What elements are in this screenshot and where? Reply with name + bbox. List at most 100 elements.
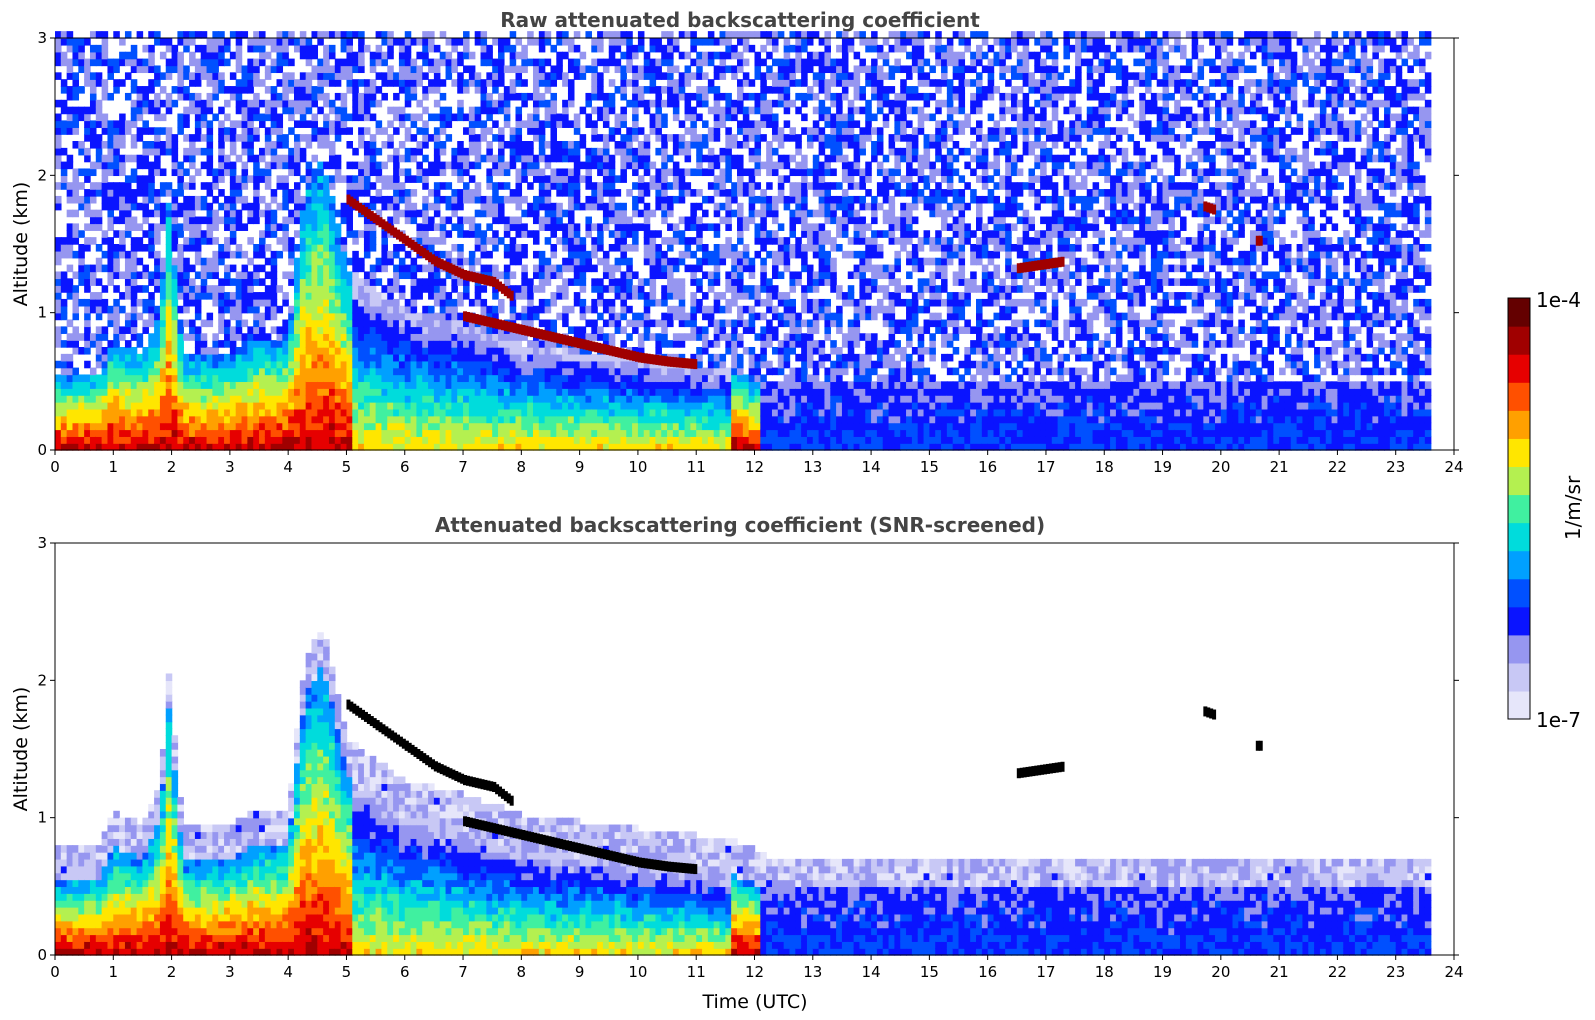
heatmap-cell	[200, 381, 208, 389]
heatmap-cell	[235, 175, 243, 183]
heatmap-cell	[661, 298, 668, 307]
heatmap-cell	[375, 264, 383, 273]
heatmap-cell	[358, 292, 365, 300]
heatmap-cell	[259, 388, 266, 396]
heatmap-cell	[299, 292, 307, 300]
heatmap-cell	[678, 147, 686, 156]
heatmap-cell	[655, 347, 662, 355]
heatmap-cell	[154, 353, 161, 362]
heatmap-cell	[299, 209, 307, 218]
heatmap-cell	[200, 395, 208, 403]
heatmap-cell	[165, 147, 173, 156]
heatmap-cell	[649, 408, 657, 417]
heatmap-cell	[410, 271, 418, 280]
heatmap-cell	[206, 285, 214, 293]
heatmap-cell	[124, 353, 132, 362]
heatmap-cell	[433, 443, 441, 451]
heatmap-cell	[229, 429, 237, 437]
heatmap-cell	[119, 51, 126, 60]
heatmap-cell	[253, 72, 260, 80]
heatmap-cell	[369, 278, 377, 286]
heatmap-cell	[224, 401, 231, 410]
heatmap-cell	[579, 237, 587, 245]
heatmap-cell	[655, 230, 662, 238]
heatmap-cell	[212, 195, 219, 204]
heatmap-cell	[445, 305, 453, 314]
heatmap-cell	[159, 436, 167, 444]
heatmap-cell	[445, 113, 453, 122]
heatmap-cell	[206, 44, 214, 53]
heatmap-cell	[585, 147, 592, 156]
heatmap-cell	[194, 106, 202, 115]
heatmap-cell	[229, 223, 237, 231]
heatmap-cell	[101, 230, 109, 238]
heatmap-cell	[340, 340, 348, 348]
heatmap-cell	[498, 415, 505, 424]
heatmap-cell	[89, 51, 97, 60]
heatmap-cell	[387, 154, 394, 163]
heatmap-cell	[66, 209, 74, 218]
heatmap-cell	[130, 113, 138, 122]
heatmap-cell	[212, 209, 219, 218]
heatmap-cell	[84, 319, 91, 328]
heatmap-cell	[398, 374, 406, 383]
heatmap-cell	[398, 415, 406, 424]
heatmap-cell	[270, 120, 278, 128]
heatmap-cell	[154, 271, 161, 280]
heatmap-cell	[661, 285, 668, 293]
heatmap-cell	[89, 271, 97, 280]
heatmap-cell	[614, 381, 622, 389]
heatmap-cell	[498, 182, 505, 190]
heatmap-cell	[474, 326, 482, 334]
heatmap-cell	[276, 374, 284, 383]
heatmap-cell	[194, 92, 202, 101]
heatmap-cell	[247, 257, 254, 266]
heatmap-cell	[591, 443, 598, 451]
heatmap-cell	[119, 58, 126, 67]
heatmap-cell	[486, 72, 493, 80]
heatmap-cell	[667, 44, 674, 53]
heatmap-cell	[579, 175, 587, 183]
heatmap-cell	[60, 161, 68, 170]
heatmap-cell	[60, 250, 68, 259]
heatmap-cell	[270, 113, 278, 122]
heatmap-cell	[282, 31, 289, 39]
heatmap-cell	[585, 113, 592, 122]
heatmap-cell	[218, 161, 225, 170]
heatmap-cell	[200, 237, 208, 245]
heatmap-cell	[264, 285, 272, 293]
heatmap-cell	[189, 244, 196, 252]
heatmap-cell	[573, 395, 581, 403]
heatmap-cell	[183, 298, 190, 307]
heatmap-cell	[509, 401, 517, 410]
heatmap-cell	[369, 436, 377, 444]
heatmap-cell	[293, 230, 301, 238]
heatmap-cell	[235, 154, 243, 163]
heatmap-cell	[323, 189, 330, 197]
heatmap-cell	[480, 353, 488, 362]
heatmap-cell	[381, 319, 388, 328]
heatmap-cell	[532, 92, 540, 101]
heatmap-cell	[451, 367, 458, 376]
heatmap-cell	[253, 79, 260, 87]
heatmap-cell	[235, 429, 243, 437]
heatmap-cell	[620, 154, 627, 163]
heatmap-cell	[579, 141, 587, 149]
heatmap-cell	[55, 395, 62, 403]
heatmap-cell	[229, 298, 237, 307]
heatmap-cell	[340, 395, 348, 403]
heatmap-cell	[515, 38, 523, 46]
heatmap-cell	[55, 202, 62, 211]
heatmap-cell	[585, 305, 592, 314]
heatmap-cell	[288, 113, 295, 122]
heatmap-cell	[340, 106, 348, 115]
heatmap-cell	[492, 86, 499, 94]
heatmap-cell	[433, 401, 441, 410]
heatmap-cell	[235, 182, 243, 190]
heatmap-cell	[556, 381, 563, 389]
heatmap-cell	[107, 161, 114, 170]
heatmap-cell	[241, 182, 249, 190]
heatmap-cell	[171, 340, 179, 348]
heatmap-cell	[398, 333, 406, 341]
heatmap-cell	[451, 223, 458, 231]
